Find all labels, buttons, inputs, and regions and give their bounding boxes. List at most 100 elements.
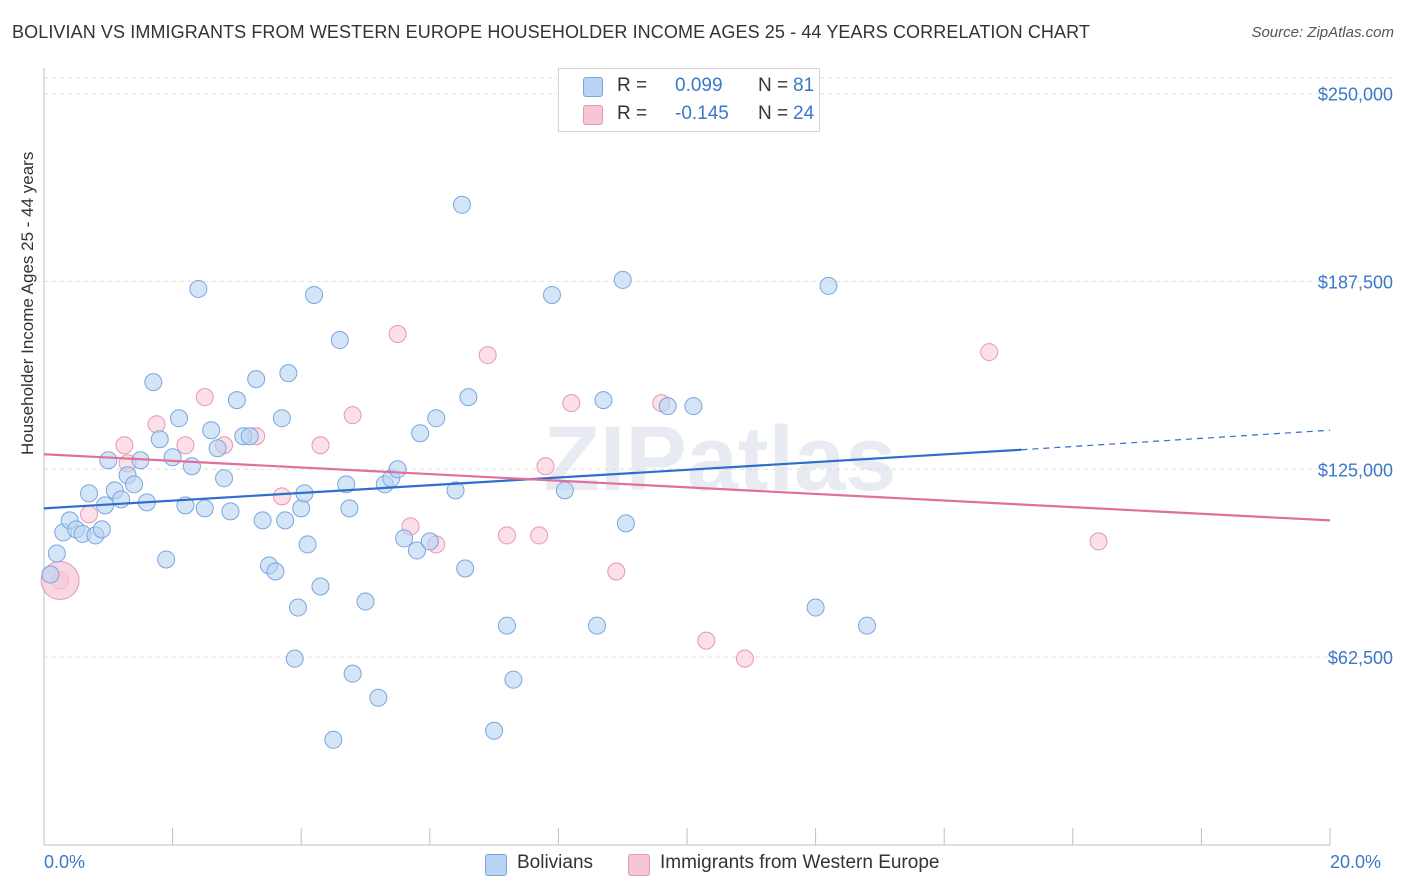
bolivian-point — [330, 331, 349, 350]
bolivians-label: Bolivians — [517, 852, 594, 873]
bolivian-points — [41, 90, 877, 749]
western-europe-point — [388, 325, 407, 344]
western-europe-point — [195, 388, 214, 407]
bolivian-point — [395, 529, 414, 548]
western-europe-point — [311, 436, 330, 455]
bolivian-point — [504, 670, 523, 689]
x-max-label: 20.0% — [1330, 852, 1382, 872]
bolivian-point — [388, 460, 407, 479]
bolivian-point — [92, 520, 111, 539]
bolivian-point — [858, 616, 877, 635]
bolivian-point — [276, 511, 295, 530]
bolivian-point — [427, 409, 446, 428]
watermark: ZIPatlas — [544, 408, 897, 510]
bolivian-point — [337, 475, 356, 494]
bolivian-point — [555, 481, 574, 500]
western-europe-point — [980, 343, 999, 362]
x-min-label: 0.0% — [44, 852, 86, 872]
bolivian-point — [163, 448, 182, 467]
western-europe-point — [562, 394, 581, 413]
bolivian-point — [542, 285, 561, 304]
bolivian-point — [446, 481, 465, 500]
bolivian-point — [356, 592, 375, 611]
legend-n-label: N = — [758, 75, 789, 96]
bolivian-point — [272, 409, 291, 428]
bolivian-point — [497, 616, 516, 635]
bolivian-point — [189, 279, 208, 298]
bolivian-point — [324, 730, 343, 749]
series-legend: Bolivians Immigrants from Western Europe — [0, 852, 1406, 878]
bolivian-point — [202, 421, 221, 440]
bolivian-point — [420, 532, 439, 551]
bolivian-point — [170, 409, 189, 428]
bolivian-trend-extension — [1021, 429, 1331, 451]
bolivian-point — [305, 285, 324, 304]
y-tick-label: $187,500 — [1318, 272, 1393, 292]
western-europe-point — [697, 631, 716, 650]
y-tick-label: $62,500 — [1328, 648, 1393, 668]
bolivian-point — [157, 550, 176, 569]
legend-r-value: -0.145 — [675, 103, 729, 124]
bolivian-point — [99, 451, 118, 470]
bolivian-point — [150, 430, 169, 449]
bolivian-point — [459, 388, 478, 407]
western-europe-point — [497, 526, 516, 545]
bolivian-point — [594, 391, 613, 410]
western-europe-point — [115, 436, 134, 455]
western-europe-point — [530, 526, 549, 545]
bolivian-point — [806, 598, 825, 617]
legend-n-value: 81 — [793, 75, 815, 96]
bolivian-point — [407, 541, 426, 560]
axis-layer — [43, 68, 1331, 846]
bolivian-point — [411, 424, 430, 443]
bolivian-point — [369, 688, 388, 707]
chart-title: BOLIVIAN VS IMMIGRANTS FROM WESTERN EURO… — [12, 22, 1090, 42]
bolivian-point — [80, 484, 99, 503]
correlation-legend: R = 0.099 N = 81 R = -0.145 N = 24 — [558, 68, 820, 132]
bolivian-point — [144, 373, 163, 392]
bolivian-point — [311, 577, 330, 596]
bolivian-point — [182, 457, 201, 476]
western-europe-point — [536, 457, 555, 476]
bolivian-point — [819, 276, 838, 295]
bolivian-point — [279, 364, 298, 383]
bolivian-point — [340, 499, 359, 518]
legend-r-label: R = — [617, 103, 648, 124]
legend-swatch-blue — [583, 77, 603, 97]
y-tick-labels: $62,500 $125,000 $187,500 $250,000 — [1318, 85, 1393, 669]
western-europe-point — [80, 505, 99, 524]
legend-n-label: N = — [758, 103, 789, 124]
legend-n-value: 24 — [793, 103, 815, 124]
western-europe-point — [1089, 532, 1108, 551]
bolivian-point — [112, 490, 131, 509]
legend-r-label: R = — [617, 75, 648, 96]
bolivian-point — [285, 649, 304, 668]
bolivian-point — [343, 664, 362, 683]
western-europe-point — [478, 346, 497, 365]
western-europe-point — [147, 415, 166, 434]
y-tick-label: $125,000 — [1318, 460, 1393, 480]
western-europe-point — [176, 436, 195, 455]
bolivian-point — [253, 511, 272, 530]
bolivian-point — [215, 469, 234, 488]
trend-lines — [43, 429, 1331, 522]
bolivian-point — [240, 427, 259, 446]
source-label: Source: ZipAtlas.com — [1251, 24, 1394, 41]
bolivian-point — [298, 535, 317, 554]
y-tick-label: $250,000 — [1318, 85, 1393, 105]
western-europe-point — [607, 562, 626, 581]
bolivian-point — [587, 616, 606, 635]
bolivian-point — [227, 391, 246, 410]
bolivian-point — [288, 598, 307, 617]
bolivian-point — [616, 514, 635, 533]
bolivian-point — [658, 397, 677, 416]
western-europe-point — [272, 487, 291, 506]
western-europe-swatch — [628, 854, 650, 876]
bolivian-point — [208, 439, 227, 458]
bolivian-point — [613, 270, 632, 289]
bolivian-point — [247, 370, 266, 389]
bolivian-point — [292, 499, 311, 518]
bolivian-point — [195, 499, 214, 518]
bolivian-point — [47, 544, 66, 563]
